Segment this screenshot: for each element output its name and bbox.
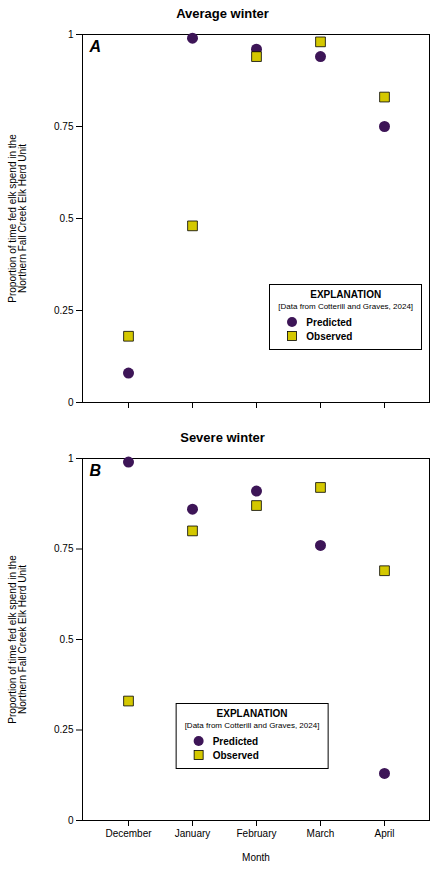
svg-text:Proportion of time fed elk spe: Proportion of time fed elk spend in theN… — [7, 134, 28, 303]
svg-text:0.25: 0.25 — [54, 724, 74, 735]
svg-text:0.75: 0.75 — [54, 121, 74, 132]
svg-text:Proportion of time fed elk spe: Proportion of time fed elk spend in theN… — [7, 555, 28, 724]
svg-text:0: 0 — [68, 397, 74, 408]
svg-text:0.5: 0.5 — [60, 634, 74, 645]
html-text:Average winter: Average winter — [176, 6, 269, 21]
html-text:Observed: Observed — [212, 749, 259, 761]
svg-text:0.75: 0.75 — [54, 543, 74, 554]
html-text:[Data from Cotterill and Grave: [Data from Cotterill and Graves, 2024] — [278, 302, 414, 312]
svg-text:March: March — [307, 828, 335, 839]
svg-text:April: April — [374, 828, 394, 839]
svg-text:Month: Month — [242, 852, 270, 863]
svg-text:1: 1 — [68, 29, 74, 40]
svg-text:February: February — [236, 828, 276, 839]
html-text:EXPLANATION: EXPLANATION — [310, 289, 382, 301]
svg-text:December: December — [105, 828, 152, 839]
html-text:[Data from Cotterill and Grave: [Data from Cotterill and Graves, 2024] — [184, 721, 320, 731]
svg-text:0.5: 0.5 — [60, 213, 74, 224]
html-text:EXPLANATION: EXPLANATION — [216, 708, 288, 720]
html-text:Predicted: Predicted — [212, 735, 259, 747]
svg-text:0.25: 0.25 — [54, 305, 74, 316]
svg-text:A: A — [89, 38, 102, 55]
html-text:Observed: Observed — [306, 331, 353, 342]
html-text:Predicted: Predicted — [306, 317, 352, 328]
svg-text:B: B — [90, 462, 102, 479]
svg-text:0: 0 — [68, 815, 74, 826]
svg-text:January: January — [175, 828, 211, 839]
html-text:Severe winter: Severe winter — [180, 430, 265, 445]
svg-text:1: 1 — [68, 453, 74, 464]
